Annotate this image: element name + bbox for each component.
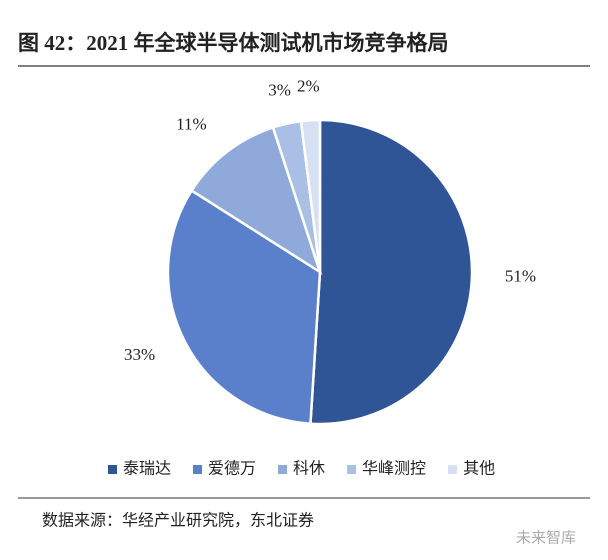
source-note: 数据来源：华经产业研究院，东北证券 [42,512,314,530]
pie-slice [309,118,474,426]
legend-swatch [347,465,357,474]
legend-swatch [108,465,117,474]
pie-slice [189,125,323,275]
legend-label: 其他 [463,460,495,478]
legend-label: 科休 [293,460,325,478]
legend-swatch [193,465,203,474]
legend: 泰瑞达 爱德万 科休 华峰测控 其他 [108,460,495,478]
pie: 51% 33% 11% 3% 2% [124,76,536,426]
legend-label: 华峰测控 [362,460,426,478]
data-label: 3% [268,80,291,99]
legend-swatch [448,465,458,474]
legend-label: 泰瑞达 [123,460,171,478]
watermark: 未来智库 [516,529,576,547]
pie-slice [299,118,322,273]
data-label: 33% [124,345,155,364]
data-label: 11% [176,115,207,134]
data-label: 2% [297,76,320,95]
data-label: 51% [505,267,536,286]
chart-title: 图 42：2021 年全球半导体测试机市场竞争格局 [18,31,449,55]
legend-label: 爱德万 [208,460,256,478]
legend-swatch [278,465,288,474]
